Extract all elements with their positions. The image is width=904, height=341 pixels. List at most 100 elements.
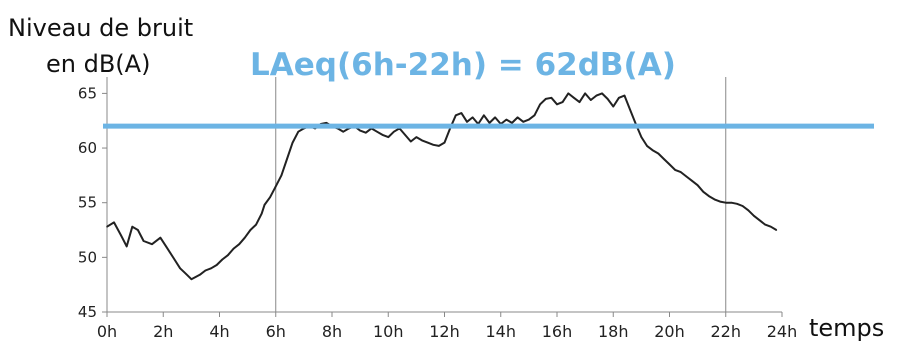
x-tick-label: 14h (486, 322, 517, 341)
data-point (550, 96, 553, 99)
data-point (238, 243, 240, 246)
data-point (269, 196, 271, 199)
data-point (113, 221, 115, 224)
data-point (606, 98, 609, 100)
data-point (494, 116, 496, 119)
data-point (393, 130, 395, 133)
data-point (227, 254, 229, 256)
data-point (651, 149, 654, 152)
data-point (679, 171, 682, 173)
x-tick-label: 12h (429, 322, 460, 341)
data-point (567, 92, 570, 95)
data-point (210, 267, 212, 270)
data-point (584, 92, 586, 95)
data-point (764, 223, 766, 226)
data-point (438, 145, 440, 147)
data-point (522, 121, 525, 123)
data-point (753, 215, 755, 217)
y-tick-label: 65 (78, 84, 97, 102)
data-point (249, 229, 252, 231)
data-point (758, 219, 761, 221)
x-axis-label: temps (809, 314, 884, 341)
data-point (623, 94, 626, 97)
data-point (629, 108, 631, 111)
data-point (159, 236, 162, 239)
data-point (668, 163, 671, 166)
data-point (685, 175, 688, 178)
data-point (657, 152, 660, 155)
data-point (691, 180, 693, 182)
x-tick-label: 2h (153, 322, 173, 341)
y-axis-label-line2: en dB(A) (46, 50, 150, 78)
data-point (426, 141, 429, 144)
data-point (505, 118, 508, 121)
y-tick-label: 50 (78, 248, 97, 266)
data-point (544, 98, 547, 100)
x-tick-label: 18h (598, 322, 629, 341)
data-point (125, 245, 128, 248)
data-point (454, 114, 457, 117)
x-tick-label: 16h (542, 322, 573, 341)
series-layer (106, 92, 778, 281)
x-tick-label: 20h (654, 322, 685, 341)
data-point (747, 209, 750, 212)
x-tick-label: 4h (209, 322, 229, 341)
data-point (483, 114, 485, 117)
data-point (741, 205, 744, 207)
x-tick-label: 10h (373, 322, 404, 341)
data-point (387, 136, 390, 138)
data-point (179, 267, 181, 270)
data-point (286, 158, 288, 160)
data-point (663, 158, 665, 160)
data-point (724, 201, 727, 204)
data-point (142, 240, 145, 242)
data-point (221, 258, 224, 261)
data-point (775, 229, 778, 231)
data-point (719, 200, 721, 203)
data-point (533, 114, 536, 117)
x-tick-label: 8h (322, 322, 342, 341)
data-point (215, 264, 218, 266)
data-point (702, 190, 705, 193)
y-tick-label: 55 (78, 194, 97, 212)
data-point (640, 136, 643, 138)
data-point (165, 245, 167, 248)
series-line (106, 92, 777, 281)
data-point (137, 229, 139, 231)
data-point (263, 204, 266, 206)
x-tick-label: 24h (767, 322, 798, 341)
data-point (674, 169, 676, 171)
data-point (199, 274, 201, 276)
data-point (511, 122, 513, 124)
data-point (364, 131, 367, 134)
data-point (528, 118, 530, 121)
data-point (730, 201, 733, 204)
data-point (291, 141, 294, 144)
y-tick-labels: 45 50 55 60 65 (78, 84, 97, 321)
data-point (106, 225, 108, 228)
data-point (646, 145, 648, 147)
data-point (612, 105, 615, 108)
data-point (404, 134, 406, 136)
data-point (471, 116, 474, 119)
data-point (432, 143, 435, 146)
reference-lines (275, 77, 727, 312)
x-tick-label: 22h (711, 322, 742, 341)
data-point (232, 247, 235, 250)
data-point (376, 130, 378, 133)
data-point (713, 198, 716, 201)
data-point (255, 223, 257, 226)
axes (102, 77, 783, 317)
x-tick-labels: 0h 2h 4h 6h 8h 10h 12h 14h 16h 18h 20h 22h 24h (97, 322, 797, 341)
laeq-annotation: LAeq(6h-22h) = 62dB(A) (250, 47, 676, 83)
data-point (601, 92, 603, 95)
data-point (204, 269, 207, 272)
y-tick-label: 45 (78, 303, 97, 321)
data-point (173, 258, 176, 261)
data-point (325, 122, 328, 124)
data-point (280, 174, 283, 177)
data-point (260, 212, 263, 215)
data-point (589, 99, 592, 101)
data-point (297, 130, 300, 133)
